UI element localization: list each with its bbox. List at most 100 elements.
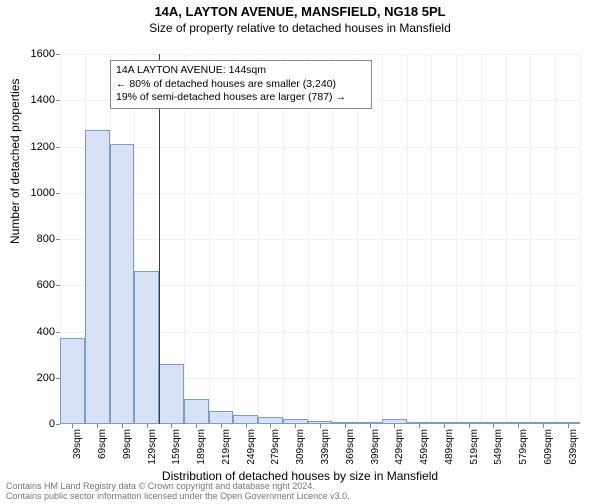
x-tick-label: 99sqm: [122, 429, 133, 459]
footer-attribution: Contains HM Land Registry data © Crown c…: [6, 482, 350, 502]
y-tick-label: 1400: [15, 94, 55, 106]
x-tick-label: 519sqm: [469, 429, 480, 465]
x-tick-mark: [493, 424, 494, 428]
x-tick-label: 369sqm: [345, 429, 356, 465]
histogram-bar: [506, 422, 531, 424]
histogram-bar: [209, 411, 234, 424]
gridline-v: [184, 54, 185, 424]
x-tick-mark: [444, 424, 445, 428]
x-tick-label: 39sqm: [72, 429, 83, 459]
gridline-h: [60, 239, 580, 240]
histogram-bar: [431, 422, 456, 424]
gridline-v: [233, 54, 234, 424]
gridline-v: [258, 54, 259, 424]
y-tick-label: 1000: [15, 187, 55, 199]
x-tick-mark: [72, 424, 73, 428]
page-title: 14A, LAYTON AVENUE, MANSFIELD, NG18 5PL: [0, 4, 600, 19]
gridline-v: [209, 54, 210, 424]
x-tick-mark: [419, 424, 420, 428]
histogram-bar: [110, 144, 135, 424]
x-tick-label: 129sqm: [147, 429, 158, 465]
x-tick-label: 249sqm: [246, 429, 257, 465]
x-tick-label: 459sqm: [419, 429, 430, 465]
annotation-box: 14A LAYTON AVENUE: 144sqm← 80% of detach…: [110, 60, 372, 109]
histogram-bar: [308, 421, 333, 424]
x-tick-label: 639sqm: [568, 429, 579, 465]
x-tick-label: 489sqm: [444, 429, 455, 465]
y-tick-mark: [56, 424, 60, 425]
gridline-v: [332, 54, 333, 424]
x-tick-mark: [320, 424, 321, 428]
x-tick-label: 159sqm: [171, 429, 182, 465]
x-tick-mark: [394, 424, 395, 428]
x-tick-mark: [246, 424, 247, 428]
gridline-v: [481, 54, 482, 424]
x-tick-mark: [568, 424, 569, 428]
annotation-line: ← 80% of detached houses are smaller (3,…: [116, 78, 366, 92]
x-tick-mark: [97, 424, 98, 428]
gridline-h: [60, 193, 580, 194]
plot-region: 0200400600800100012001400160039sqm69sqm9…: [60, 54, 580, 424]
y-tick-label: 600: [15, 279, 55, 291]
histogram-bar: [134, 271, 159, 424]
x-tick-label: 219sqm: [221, 429, 232, 465]
gridline-v: [283, 54, 284, 424]
x-tick-label: 609sqm: [543, 429, 554, 465]
gridline-v: [456, 54, 457, 424]
histogram-bar: [60, 338, 85, 424]
x-tick-mark: [122, 424, 123, 428]
marker-line: [159, 54, 160, 424]
annotation-line: 19% of semi-detached houses are larger (…: [116, 91, 366, 105]
x-tick-mark: [543, 424, 544, 428]
histogram-bar: [85, 130, 110, 424]
histogram-bar: [233, 415, 258, 424]
histogram-bar: [357, 422, 382, 424]
histogram-bar: [382, 419, 407, 424]
gridline-v: [382, 54, 383, 424]
histogram-bar: [481, 422, 506, 424]
y-tick-label: 400: [15, 326, 55, 338]
gridline-v: [506, 54, 507, 424]
y-tick-label: 1200: [15, 141, 55, 153]
x-tick-mark: [171, 424, 172, 428]
footer-line-2: Contains public sector information licen…: [6, 492, 350, 502]
y-tick-label: 0: [15, 418, 55, 430]
histogram-bar: [283, 419, 308, 424]
chart-area: 0200400600800100012001400160039sqm69sqm9…: [60, 54, 580, 424]
gridline-v: [431, 54, 432, 424]
x-tick-mark: [196, 424, 197, 428]
histogram-bar: [555, 422, 580, 424]
gridline-v: [407, 54, 408, 424]
histogram-bar: [456, 422, 481, 424]
x-tick-label: 189sqm: [196, 429, 207, 465]
x-tick-label: 429sqm: [394, 429, 405, 465]
histogram-bar: [184, 399, 209, 424]
x-tick-label: 309sqm: [295, 429, 306, 465]
gridline-h: [60, 147, 580, 148]
x-tick-label: 339sqm: [320, 429, 331, 465]
histogram-bar: [530, 422, 555, 424]
gridline-v: [530, 54, 531, 424]
histogram-bar: [159, 364, 184, 424]
histogram-bar: [332, 422, 357, 424]
x-tick-mark: [518, 424, 519, 428]
x-tick-label: 279sqm: [270, 429, 281, 465]
page-subtitle: Size of property relative to detached ho…: [0, 21, 600, 35]
histogram-bar: [407, 422, 432, 424]
x-tick-label: 549sqm: [493, 429, 504, 465]
x-tick-mark: [147, 424, 148, 428]
gridline-v: [555, 54, 556, 424]
x-tick-mark: [370, 424, 371, 428]
y-tick-label: 800: [15, 233, 55, 245]
gridline-v: [580, 54, 581, 424]
y-tick-label: 200: [15, 372, 55, 384]
gridline-v: [357, 54, 358, 424]
gridline-h: [60, 54, 580, 55]
x-tick-mark: [345, 424, 346, 428]
x-tick-mark: [270, 424, 271, 428]
annotation-line: 14A LAYTON AVENUE: 144sqm: [116, 64, 366, 78]
x-tick-mark: [295, 424, 296, 428]
x-tick-mark: [221, 424, 222, 428]
x-tick-mark: [469, 424, 470, 428]
gridline-v: [308, 54, 309, 424]
